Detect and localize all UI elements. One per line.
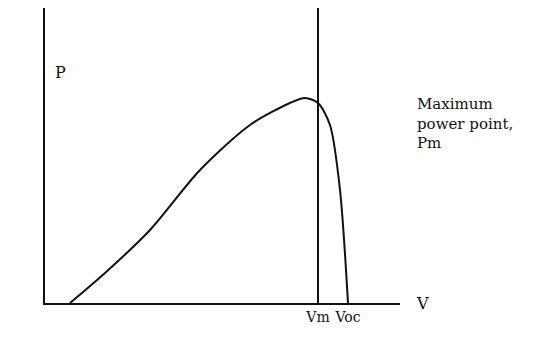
svg-text:Vm: Vm [305,309,329,325]
svg-text:Voc: Voc [334,309,360,325]
svg-text:V: V [416,294,429,313]
svg-text:Maximumpower point,Pm: Maximumpower point,Pm [417,95,513,152]
svg-text:P: P [55,63,66,82]
